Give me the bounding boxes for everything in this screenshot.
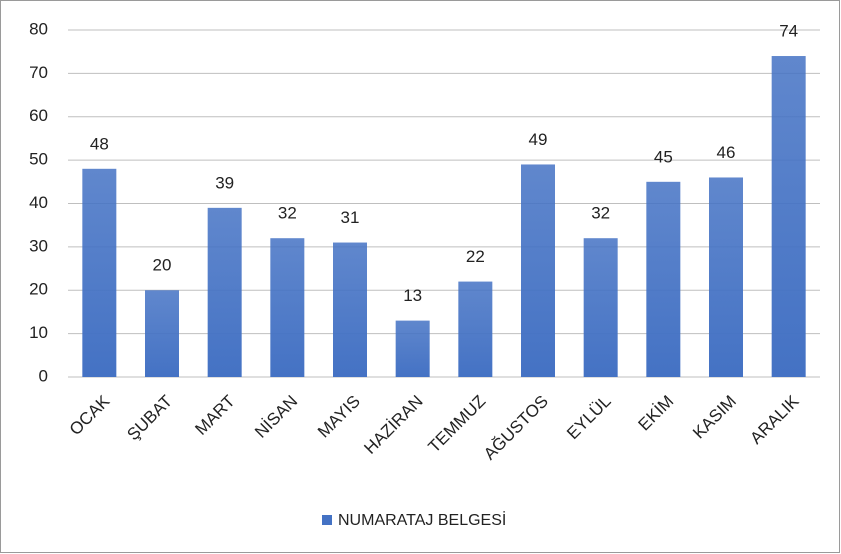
y-tick-label: 40: [29, 193, 48, 212]
bar: [709, 177, 743, 377]
bar: [771, 56, 806, 378]
y-tick-label: 80: [29, 19, 48, 38]
data-label: 22: [466, 247, 485, 266]
data-label: 39: [215, 173, 234, 192]
data-label: 74: [779, 22, 798, 41]
bar: [458, 281, 493, 377]
bar: [395, 320, 430, 377]
bar: [333, 242, 367, 377]
data-label: 32: [278, 204, 297, 223]
bar: [207, 207, 242, 377]
bar: [145, 290, 179, 377]
bar: [583, 238, 618, 377]
y-tick-label: 60: [29, 106, 48, 125]
data-label: 32: [591, 204, 610, 223]
y-tick-label: 0: [39, 366, 48, 385]
data-label: 31: [341, 208, 360, 227]
data-label: 46: [717, 143, 736, 162]
bar: [82, 168, 117, 377]
bar: [270, 238, 305, 377]
y-tick-label: 20: [29, 280, 48, 299]
legend-label: NUMARATAJ BELGESİ: [338, 510, 506, 529]
y-tick-label: 10: [29, 323, 48, 342]
legend-swatch: [322, 515, 332, 525]
y-tick-label: 70: [29, 63, 48, 82]
bar: [646, 181, 681, 377]
y-tick-label: 30: [29, 236, 48, 255]
bar: [521, 164, 555, 377]
data-label: 20: [153, 256, 172, 275]
data-label: 45: [654, 147, 673, 166]
data-label: 49: [529, 130, 548, 149]
data-label: 13: [403, 286, 422, 305]
y-tick-label: 50: [29, 150, 48, 169]
data-label: 48: [90, 134, 109, 153]
